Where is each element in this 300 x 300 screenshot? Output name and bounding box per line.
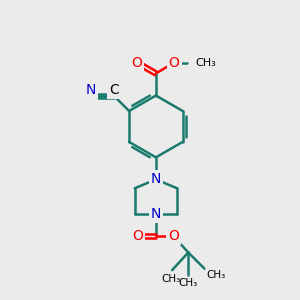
Text: O: O	[169, 56, 180, 70]
Text: N: N	[86, 83, 96, 98]
Text: CH₃: CH₃	[179, 278, 198, 288]
Text: N: N	[151, 172, 161, 186]
Text: CH₃: CH₃	[206, 270, 225, 280]
Text: CH₃: CH₃	[196, 58, 216, 68]
Text: O: O	[131, 56, 142, 70]
Text: O: O	[132, 229, 143, 243]
Text: O: O	[168, 229, 179, 243]
Text: N: N	[151, 207, 161, 221]
Text: C: C	[109, 83, 119, 98]
Text: CH₃: CH₃	[161, 274, 180, 284]
